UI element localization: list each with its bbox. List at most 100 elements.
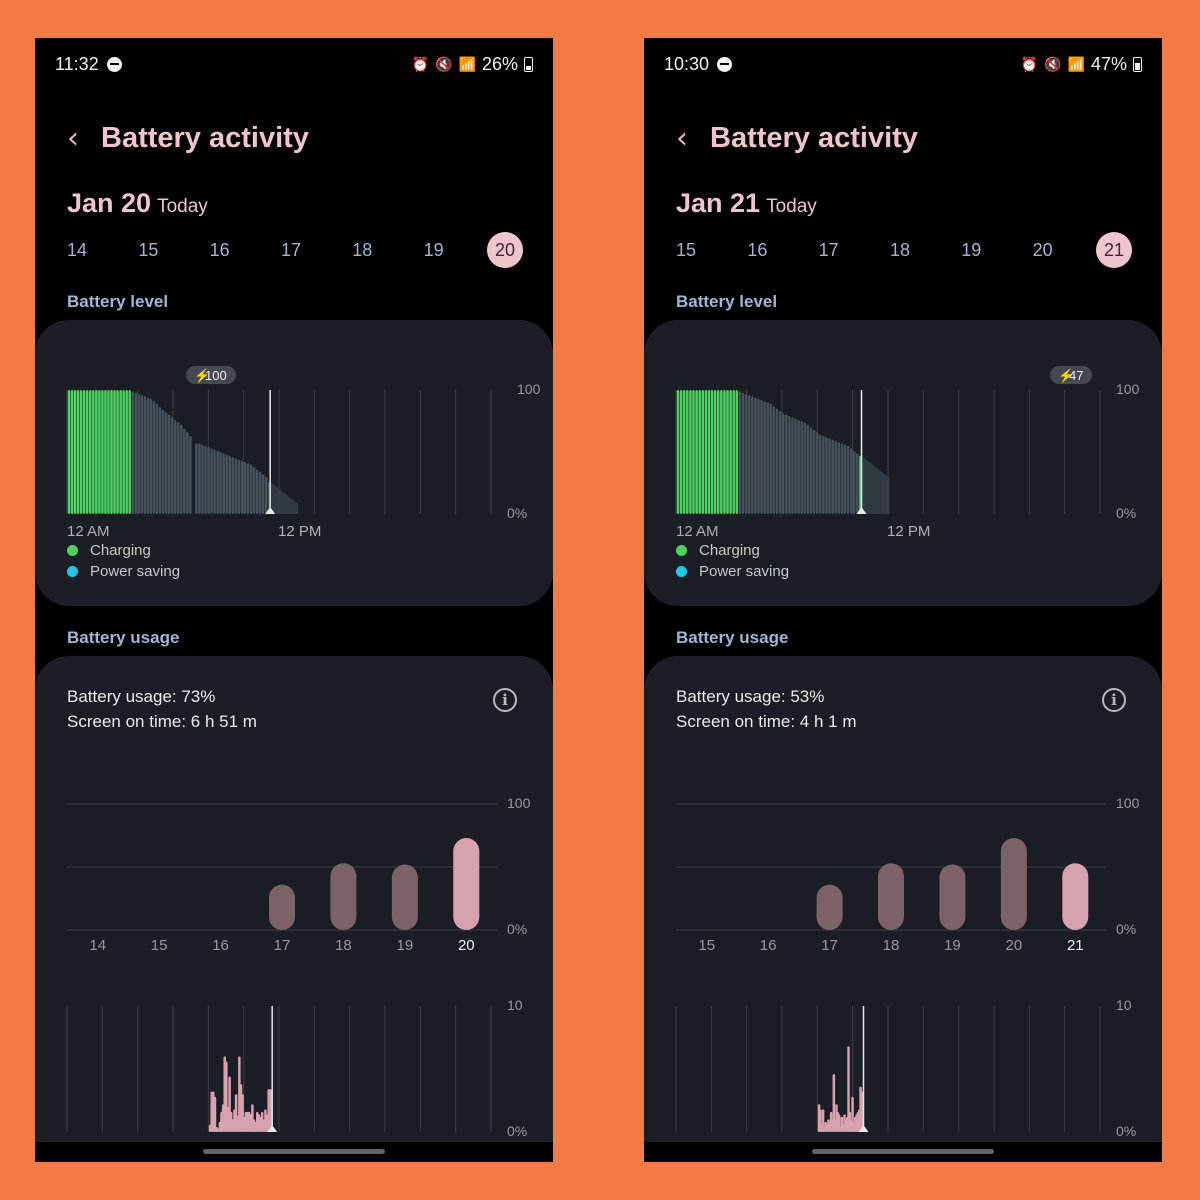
- day-item[interactable]: 14: [66, 239, 88, 260]
- level-bar: [70, 390, 74, 514]
- header: ‹ Battery activity: [676, 122, 918, 155]
- battery-level-chart: 100 0% 12 AM 12 PM ⚡ 47: [675, 366, 1140, 538]
- usage-x-label: 20: [458, 937, 475, 952]
- day-item-selected[interactable]: 21: [1095, 232, 1132, 268]
- day-item[interactable]: 19: [961, 239, 982, 260]
- do-not-disturb-icon: [106, 56, 122, 72]
- level-bar: [204, 445, 207, 514]
- battery-charging-icon: [1133, 56, 1142, 72]
- level-bar: [228, 455, 232, 514]
- level-bar: [686, 390, 689, 514]
- level-bar: [92, 390, 95, 514]
- level-bar: [110, 390, 113, 514]
- date-day: Jan 21: [676, 188, 761, 218]
- current-time-marker: [856, 507, 867, 514]
- usage-bar: [1062, 863, 1089, 930]
- battery-usage-chart: 100 0% 15 16 17 18 19 20 21: [676, 795, 1140, 952]
- level-bar: [815, 432, 819, 514]
- level-bar: [79, 390, 83, 514]
- level-bar: [781, 413, 785, 514]
- usage-bar: [816, 884, 843, 930]
- level-bar: [125, 390, 128, 514]
- battery-level-chart: 100 0% 12 AM 12 PM ⚡ 100: [66, 366, 541, 538]
- level-bar: [240, 460, 244, 514]
- level-bar: [682, 390, 686, 514]
- level-bar: [698, 390, 701, 514]
- level-bar: [806, 424, 810, 514]
- current-time-marker: [265, 507, 276, 514]
- screen-on-time-text: Screen on time: 4 h 1 m: [676, 712, 857, 731]
- day-item[interactable]: 20: [1032, 239, 1053, 260]
- wifi-icon: 📶: [458, 55, 476, 72]
- level-bar: [131, 391, 134, 514]
- usage-bar: [878, 863, 904, 930]
- level-y-max: 100: [517, 381, 541, 397]
- level-bar: [788, 416, 791, 514]
- battery-level-card: 100 0% 12 AM 12 PM ⚡ 47 Charging Power s…: [644, 320, 1162, 606]
- level-bar: [213, 449, 216, 514]
- home-indicator[interactable]: [203, 1149, 385, 1154]
- level-bar: [726, 390, 729, 514]
- battery-level-label: Battery level: [676, 292, 778, 311]
- day-item[interactable]: 18: [889, 239, 910, 260]
- day-item[interactable]: 16: [747, 239, 768, 260]
- info-icon[interactable]: i: [1102, 688, 1126, 712]
- level-bar: [249, 464, 253, 514]
- battery-usage-card: Battery usage: 73% Screen on time: 6 h 5…: [35, 656, 553, 1162]
- usage-x-label: 16: [212, 937, 229, 952]
- hourly-bar: [847, 1046, 850, 1132]
- usage-x-label: 14: [89, 937, 106, 952]
- phone-screen-left: 11:32 ⏰ 🔇 📶 26% ‹ Battery activity Jan 2…: [35, 38, 553, 1162]
- day-item[interactable]: 19: [423, 239, 444, 260]
- level-bar: [222, 453, 225, 514]
- level-bar: [164, 412, 168, 514]
- level-bar: [137, 393, 141, 514]
- day-item[interactable]: 15: [675, 239, 697, 260]
- charge-badge: ⚡ 100: [186, 366, 236, 384]
- day-item[interactable]: 17: [818, 239, 839, 260]
- battery-icon: [524, 56, 533, 72]
- level-bar: [237, 459, 241, 514]
- level-bar: [713, 390, 717, 514]
- level-bar: [738, 391, 742, 514]
- level-bar: [176, 422, 180, 514]
- hourly-current-marker: [858, 1125, 869, 1132]
- level-bar: [828, 438, 831, 514]
- day-item[interactable]: 17: [280, 239, 301, 260]
- usage-x-label: 15: [698, 937, 715, 952]
- level-bar: [170, 417, 174, 514]
- level-bar: [831, 439, 834, 514]
- chevron-left-icon[interactable]: ‹: [676, 120, 688, 156]
- level-bar: [809, 427, 813, 514]
- level-bar: [189, 435, 192, 514]
- level-bar: [723, 390, 726, 514]
- usage-x-label: 17: [821, 937, 838, 952]
- level-bar: [207, 447, 210, 514]
- level-bar: [757, 398, 760, 514]
- hourly-bar: [821, 1109, 825, 1132]
- battery-usage-label: Battery usage: [676, 628, 789, 647]
- level-bar: [707, 390, 711, 514]
- level-bar: [246, 463, 250, 514]
- level-bar: [785, 414, 788, 514]
- home-indicator[interactable]: [812, 1149, 994, 1154]
- day-item[interactable]: 16: [209, 239, 230, 260]
- level-bar: [794, 418, 797, 514]
- day-item[interactable]: 15: [138, 239, 159, 260]
- date-heading: Jan 21 Today: [676, 188, 817, 219]
- legend-power-saving-label: Power saving: [90, 563, 181, 580]
- alarm-icon: ⏰: [411, 55, 430, 72]
- chevron-left-icon[interactable]: ‹: [67, 120, 79, 156]
- level-bar: [179, 424, 183, 514]
- usage-summary: Battery usage: 53% Screen on time: 4 h 1…: [676, 684, 856, 734]
- level-bar: [741, 392, 745, 514]
- info-icon[interactable]: i: [493, 688, 517, 712]
- day-item[interactable]: 18: [352, 239, 373, 260]
- hourly-bar: [269, 1089, 272, 1132]
- level-bar: [843, 444, 847, 514]
- day-item-selected[interactable]: 20: [486, 232, 523, 268]
- legend-charging-label: Charging: [699, 542, 760, 559]
- level-bar: [744, 393, 748, 514]
- day-selector: 14 15 16 17 18 19 20: [59, 232, 523, 268]
- level-y-max: 100: [1116, 381, 1140, 397]
